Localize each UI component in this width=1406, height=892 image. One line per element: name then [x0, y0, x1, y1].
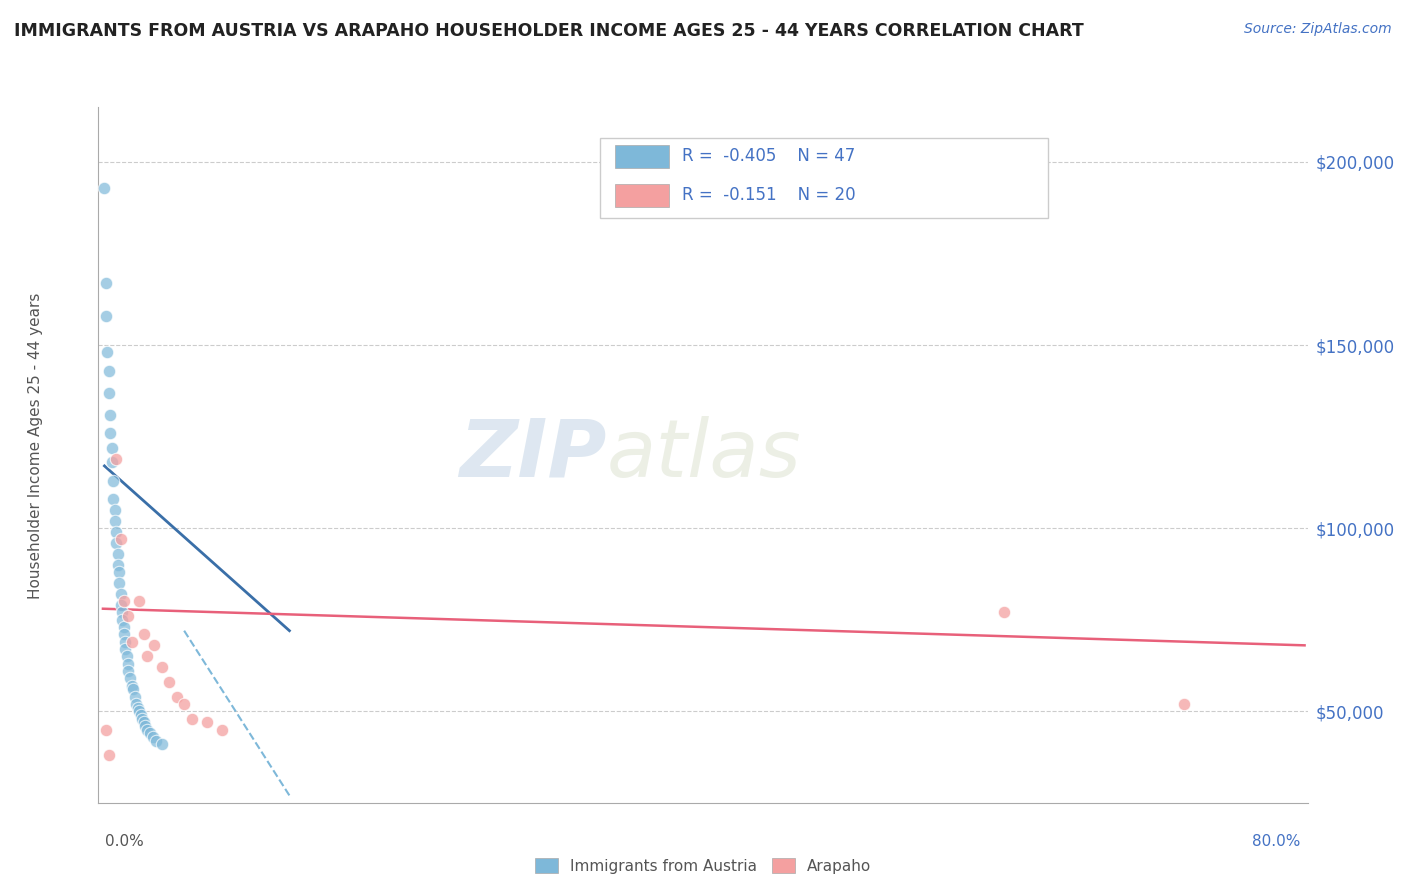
Point: [97, 385, 120, 400]
Point: [180, 712, 202, 726]
Point: [105, 536, 128, 550]
Point: [110, 598, 132, 612]
Text: R =  -0.405    N = 47: R = -0.405 N = 47: [682, 147, 856, 165]
Text: ZIP: ZIP: [458, 416, 606, 494]
Point: [104, 514, 127, 528]
Text: atlas: atlas: [606, 416, 801, 494]
Point: [131, 712, 153, 726]
Point: [108, 576, 131, 591]
FancyBboxPatch shape: [600, 138, 1047, 219]
Point: [103, 491, 125, 506]
Point: [121, 679, 143, 693]
Point: [110, 587, 132, 601]
Point: [117, 657, 139, 671]
Point: [166, 690, 188, 704]
Point: [108, 565, 131, 579]
Point: [94, 723, 117, 737]
Text: R =  -0.151    N = 20: R = -0.151 N = 20: [682, 186, 856, 204]
Text: 80.0%: 80.0%: [1253, 834, 1301, 849]
Point: [100, 408, 122, 422]
Point: [132, 715, 155, 730]
Point: [127, 700, 149, 714]
Point: [105, 524, 128, 539]
Point: [1173, 697, 1195, 711]
Point: [117, 664, 139, 678]
Point: [121, 634, 143, 648]
Point: [993, 606, 1015, 620]
Text: Source: ZipAtlas.com: Source: ZipAtlas.com: [1244, 22, 1392, 37]
Point: [117, 609, 139, 624]
Point: [107, 547, 129, 561]
Point: [94, 309, 117, 323]
Point: [100, 425, 122, 440]
Text: IMMIGRANTS FROM AUSTRIA VS ARAPAHO HOUSEHOLDER INCOME AGES 25 - 44 YEARS CORRELA: IMMIGRANTS FROM AUSTRIA VS ARAPAHO HOUSE…: [14, 22, 1084, 40]
Point: [103, 474, 125, 488]
Legend: Immigrants from Austria, Arapaho: Immigrants from Austria, Arapaho: [529, 852, 877, 880]
Point: [135, 723, 157, 737]
Point: [96, 345, 118, 359]
Point: [173, 697, 195, 711]
Point: [105, 451, 128, 466]
Point: [94, 276, 117, 290]
Point: [195, 715, 218, 730]
Point: [112, 594, 135, 608]
Point: [150, 660, 173, 674]
Point: [143, 638, 166, 652]
Point: [114, 634, 136, 648]
Point: [138, 726, 160, 740]
Point: [122, 682, 145, 697]
Point: [107, 558, 129, 572]
Text: 0.0%: 0.0%: [105, 834, 145, 849]
Point: [114, 642, 136, 657]
Point: [97, 748, 120, 763]
Point: [101, 455, 124, 469]
Point: [124, 690, 146, 704]
Text: Householder Income Ages 25 - 44 years: Householder Income Ages 25 - 44 years: [28, 293, 42, 599]
Point: [97, 364, 120, 378]
Point: [211, 723, 233, 737]
Point: [135, 649, 157, 664]
Point: [134, 719, 156, 733]
Point: [125, 697, 148, 711]
Point: [145, 733, 167, 747]
Point: [132, 627, 155, 641]
Point: [128, 704, 150, 718]
Point: [110, 532, 132, 546]
Point: [150, 737, 173, 751]
Point: [118, 671, 141, 685]
FancyBboxPatch shape: [614, 185, 669, 207]
Point: [142, 730, 165, 744]
Point: [93, 180, 115, 194]
FancyBboxPatch shape: [614, 145, 669, 168]
Point: [101, 441, 124, 455]
Point: [111, 613, 134, 627]
Point: [104, 503, 127, 517]
Point: [111, 606, 134, 620]
Point: [112, 627, 135, 641]
Point: [128, 594, 150, 608]
Point: [157, 675, 180, 690]
Point: [115, 649, 138, 664]
Point: [112, 620, 135, 634]
Point: [129, 707, 152, 722]
